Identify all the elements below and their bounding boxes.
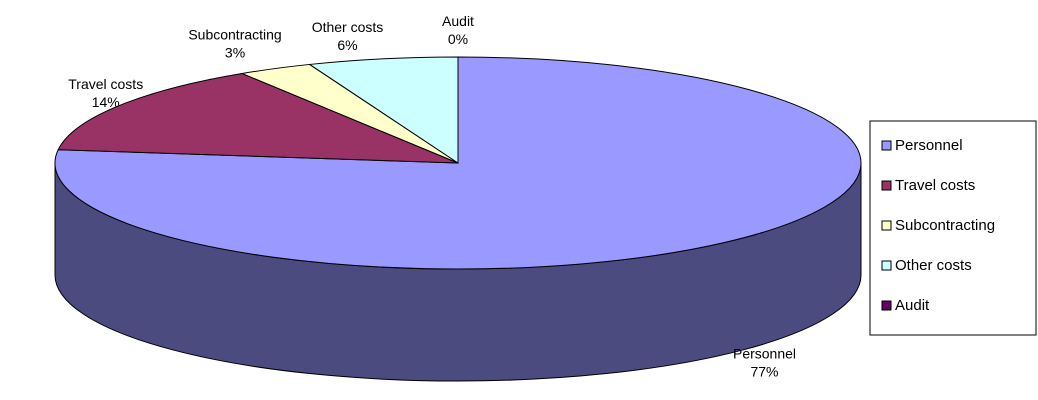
legend-label-subcontracting: Subcontracting <box>895 217 995 234</box>
legend-swatch-other-costs <box>881 260 892 271</box>
legend-items: Personnel Travel costs Subcontracting Other… <box>881 137 995 314</box>
slice-label-audit: Audit <box>442 13 474 29</box>
legend-frame <box>869 120 1037 336</box>
slice-label-other-costs: Other costs <box>312 19 384 35</box>
chart-legend: Personnel Travel costs Subcontracting Other… <box>869 120 1037 336</box>
legend-label-travel-costs: Travel costs <box>895 177 975 194</box>
legend-label-other-costs: Other costs <box>895 257 972 274</box>
slice-travel-costs <box>57 72 459 164</box>
legend-swatch-personnel <box>881 140 892 151</box>
slice-label-travel-costs: Travel costs <box>68 76 143 92</box>
legend-swatch-travel-costs <box>881 180 892 191</box>
slice-percent-subcontracting: 3% <box>225 45 245 61</box>
legend-swatch-subcontracting <box>881 220 892 231</box>
legend-label-audit: Audit <box>895 297 930 314</box>
slice-percent-audit: 0% <box>448 31 468 47</box>
slice-percent-personnel: 77% <box>750 364 778 380</box>
slice-other-costs <box>308 56 459 164</box>
pie-slices <box>54 56 862 270</box>
legend-label-personnel: Personnel <box>895 137 963 154</box>
slice-percent-travel-costs: 14% <box>92 94 120 110</box>
slice-label-subcontracting: Subcontracting <box>188 27 281 43</box>
slice-label-personnel: Personnel <box>733 346 796 362</box>
slice-percent-other-costs: 6% <box>337 37 357 53</box>
legend-swatch-audit <box>881 300 892 311</box>
slice-labels: Personnel 77% Travel costs 14% Subcontractin… <box>68 13 796 380</box>
